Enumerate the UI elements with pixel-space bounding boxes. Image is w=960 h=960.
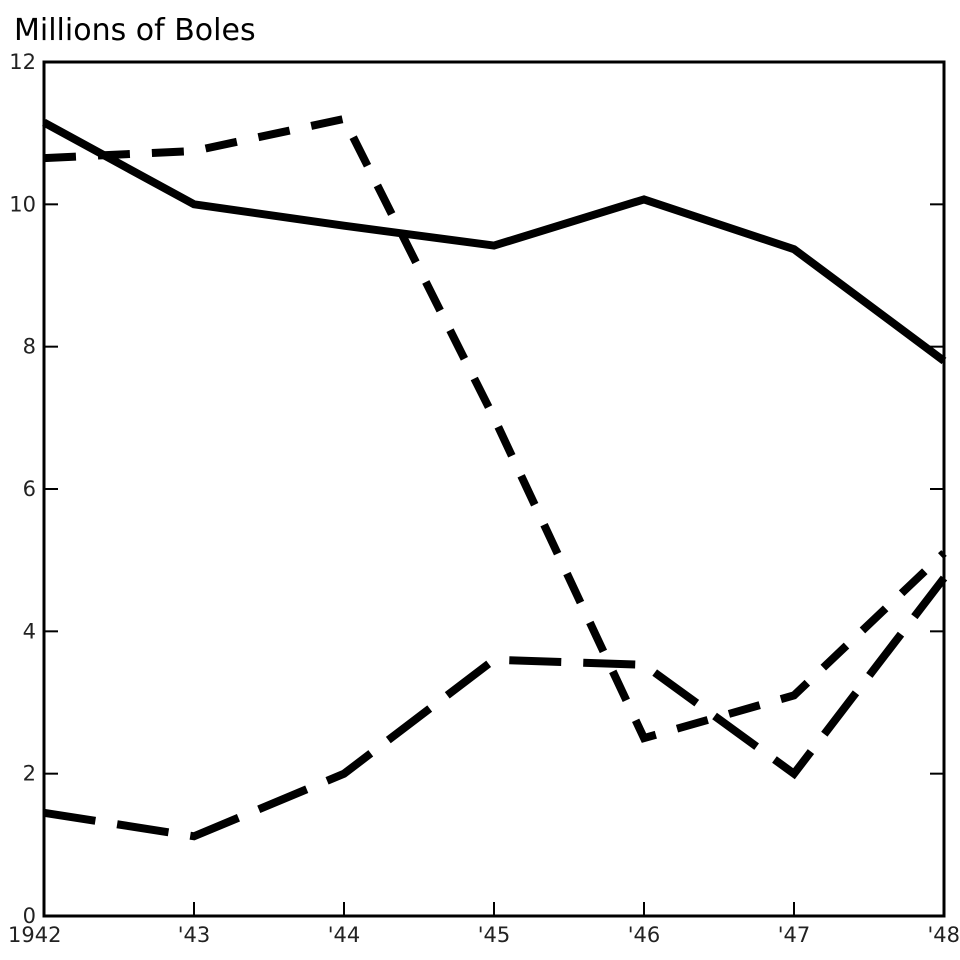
y-tick-label: 10 bbox=[9, 192, 36, 216]
x-tick-label: '48 bbox=[928, 923, 960, 947]
series-short-dash-line bbox=[43, 114, 947, 743]
x-tick-label: '43 bbox=[178, 923, 211, 947]
x-tick-label: '46 bbox=[628, 923, 661, 947]
x-tick-label: '44 bbox=[328, 923, 361, 947]
chart-title: Millions of Boles bbox=[14, 13, 256, 48]
plot-frame bbox=[42, 60, 946, 918]
y-tick-label: 4 bbox=[23, 619, 36, 643]
x-axis: 1942 '43 '44 '45 '46 '47 '48 bbox=[8, 902, 960, 947]
x-tick-label: '47 bbox=[778, 923, 811, 947]
series-long-dash-line bbox=[43, 575, 948, 841]
y-tick-label: 12 bbox=[9, 50, 36, 74]
y-tick-label: 8 bbox=[23, 335, 36, 359]
x-tick-label: '45 bbox=[478, 923, 511, 947]
y-tick-label: 0 bbox=[23, 904, 36, 928]
x-tick-label: 1942 bbox=[8, 923, 61, 947]
series-solid-line bbox=[42, 118, 947, 365]
y-tick-label: 6 bbox=[23, 477, 36, 501]
y-axis: 0 2 4 6 8 10 12 bbox=[9, 50, 944, 928]
y-tick-label: 2 bbox=[23, 762, 36, 786]
series-layer bbox=[42, 114, 948, 841]
